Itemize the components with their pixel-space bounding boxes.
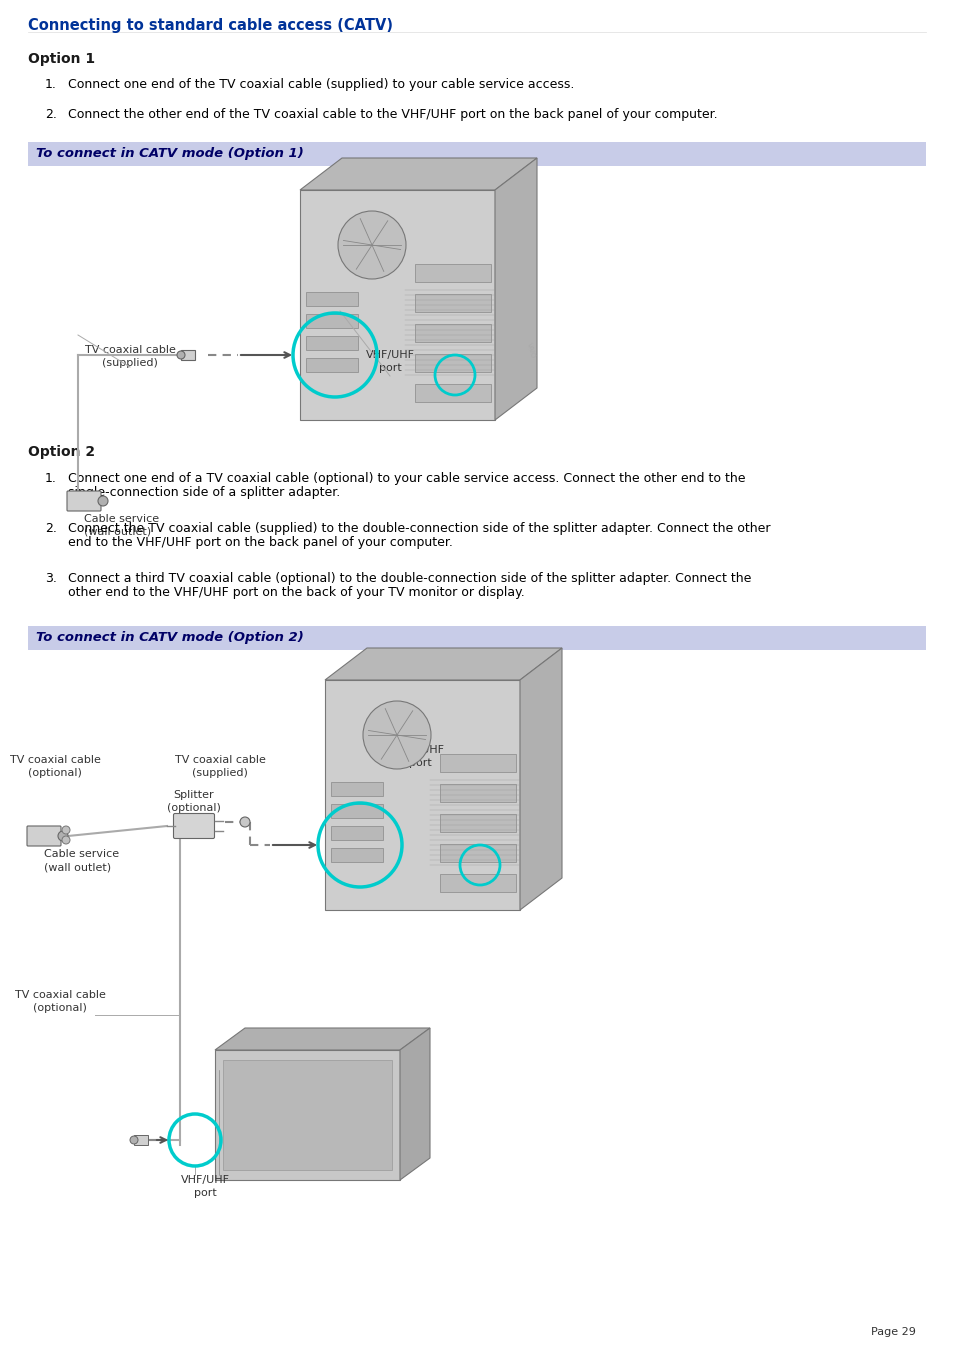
Text: (supplied): (supplied) [192, 767, 248, 778]
Bar [223, 1061, 392, 1170]
Text: VHF/UHF: VHF/UHF [365, 350, 414, 359]
Text: (optional): (optional) [28, 767, 82, 778]
Circle shape [363, 701, 431, 769]
Text: end to the VHF/UHF port on the back panel of your computer.: end to the VHF/UHF port on the back pane… [68, 536, 453, 549]
Text: 1.: 1. [45, 78, 57, 91]
Text: (supplied): (supplied) [102, 358, 158, 367]
Text: 3.: 3. [45, 571, 57, 585]
Bar [28, 626, 925, 650]
Polygon shape [399, 1028, 430, 1179]
Text: (wall outlet): (wall outlet) [44, 862, 111, 871]
Circle shape [98, 496, 108, 507]
Polygon shape [495, 158, 537, 420]
Bar [415, 384, 491, 403]
Text: To connect in CATV mode (Option 2): To connect in CATV mode (Option 2) [36, 631, 303, 644]
Bar [306, 358, 357, 372]
Bar [415, 263, 491, 282]
Text: Connect one end of a TV coaxial cable (optional) to your cable service access. C: Connect one end of a TV coaxial cable (o… [68, 471, 744, 485]
Text: Connect a third TV coaxial cable (optional) to the double-connection side of the: Connect a third TV coaxial cable (option… [68, 571, 751, 585]
Text: To connect in CATV mode (Option 1): To connect in CATV mode (Option 1) [36, 147, 303, 159]
Text: Connecting to standard cable access (CATV): Connecting to standard cable access (CAT… [28, 18, 393, 32]
Bar [439, 844, 516, 862]
Bar [415, 354, 491, 372]
FancyBboxPatch shape [27, 825, 61, 846]
Circle shape [337, 211, 406, 280]
Bar [439, 784, 516, 802]
Bar [306, 336, 357, 350]
Circle shape [240, 817, 250, 827]
Circle shape [177, 351, 185, 359]
Polygon shape [299, 158, 537, 190]
Text: Cable service: Cable service [84, 513, 159, 524]
Bar [28, 142, 925, 166]
Text: (optional): (optional) [167, 802, 221, 813]
Text: Connect one end of the TV coaxial cable (supplied) to your cable service access.: Connect one end of the TV coaxial cable … [68, 78, 574, 91]
Bar [439, 754, 516, 771]
Text: Option 1: Option 1 [28, 51, 95, 66]
Text: other end to the VHF/UHF port on the back of your TV monitor or display.: other end to the VHF/UHF port on the bac… [68, 586, 524, 598]
Text: TV coaxial cable: TV coaxial cable [85, 345, 175, 355]
Bar [306, 313, 357, 328]
Text: port: port [193, 1188, 216, 1198]
Bar [415, 295, 491, 312]
Text: TV coaxial cable: TV coaxial cable [174, 755, 265, 765]
Bar [415, 324, 491, 342]
Bar [299, 190, 495, 420]
Circle shape [62, 825, 70, 834]
Circle shape [58, 831, 68, 842]
Polygon shape [214, 1028, 430, 1050]
Text: Connect the other end of the TV coaxial cable to the VHF/UHF port on the back pa: Connect the other end of the TV coaxial … [68, 108, 717, 122]
Text: 2.: 2. [45, 108, 57, 122]
Text: port: port [408, 758, 431, 767]
Text: Connect the TV coaxial cable (supplied) to the double-connection side of the spl: Connect the TV coaxial cable (supplied) … [68, 521, 770, 535]
Bar [306, 292, 357, 305]
Text: (wall outlet): (wall outlet) [84, 527, 151, 536]
Bar [439, 874, 516, 892]
Text: TV coaxial cable: TV coaxial cable [14, 990, 106, 1000]
Text: TV coaxial cable: TV coaxial cable [10, 755, 100, 765]
Text: Splitter: Splitter [173, 790, 214, 800]
Bar [214, 1050, 399, 1179]
Polygon shape [519, 648, 561, 911]
FancyBboxPatch shape [67, 490, 101, 511]
Text: VAIO: VAIO [525, 342, 536, 358]
Text: VHF/UHF: VHF/UHF [180, 1175, 230, 1185]
Bar [133, 1135, 148, 1146]
Bar [331, 782, 382, 796]
Text: port: port [378, 363, 401, 373]
Bar [331, 848, 382, 862]
Bar [181, 350, 194, 359]
Circle shape [62, 836, 70, 844]
Text: 1.: 1. [45, 471, 57, 485]
Text: (optional): (optional) [33, 1002, 87, 1013]
Bar [331, 825, 382, 840]
Polygon shape [325, 648, 561, 680]
Text: single-connection side of a splitter adapter.: single-connection side of a splitter ada… [68, 486, 340, 499]
Bar [325, 680, 519, 911]
Text: 2.: 2. [45, 521, 57, 535]
Text: Page 29: Page 29 [870, 1327, 915, 1337]
Circle shape [130, 1136, 138, 1144]
Text: Option 2: Option 2 [28, 444, 95, 459]
FancyBboxPatch shape [173, 813, 214, 839]
Text: Cable service: Cable service [44, 848, 119, 859]
Bar [331, 804, 382, 817]
Text: VHF/UHF: VHF/UHF [395, 744, 444, 755]
Bar [439, 815, 516, 832]
